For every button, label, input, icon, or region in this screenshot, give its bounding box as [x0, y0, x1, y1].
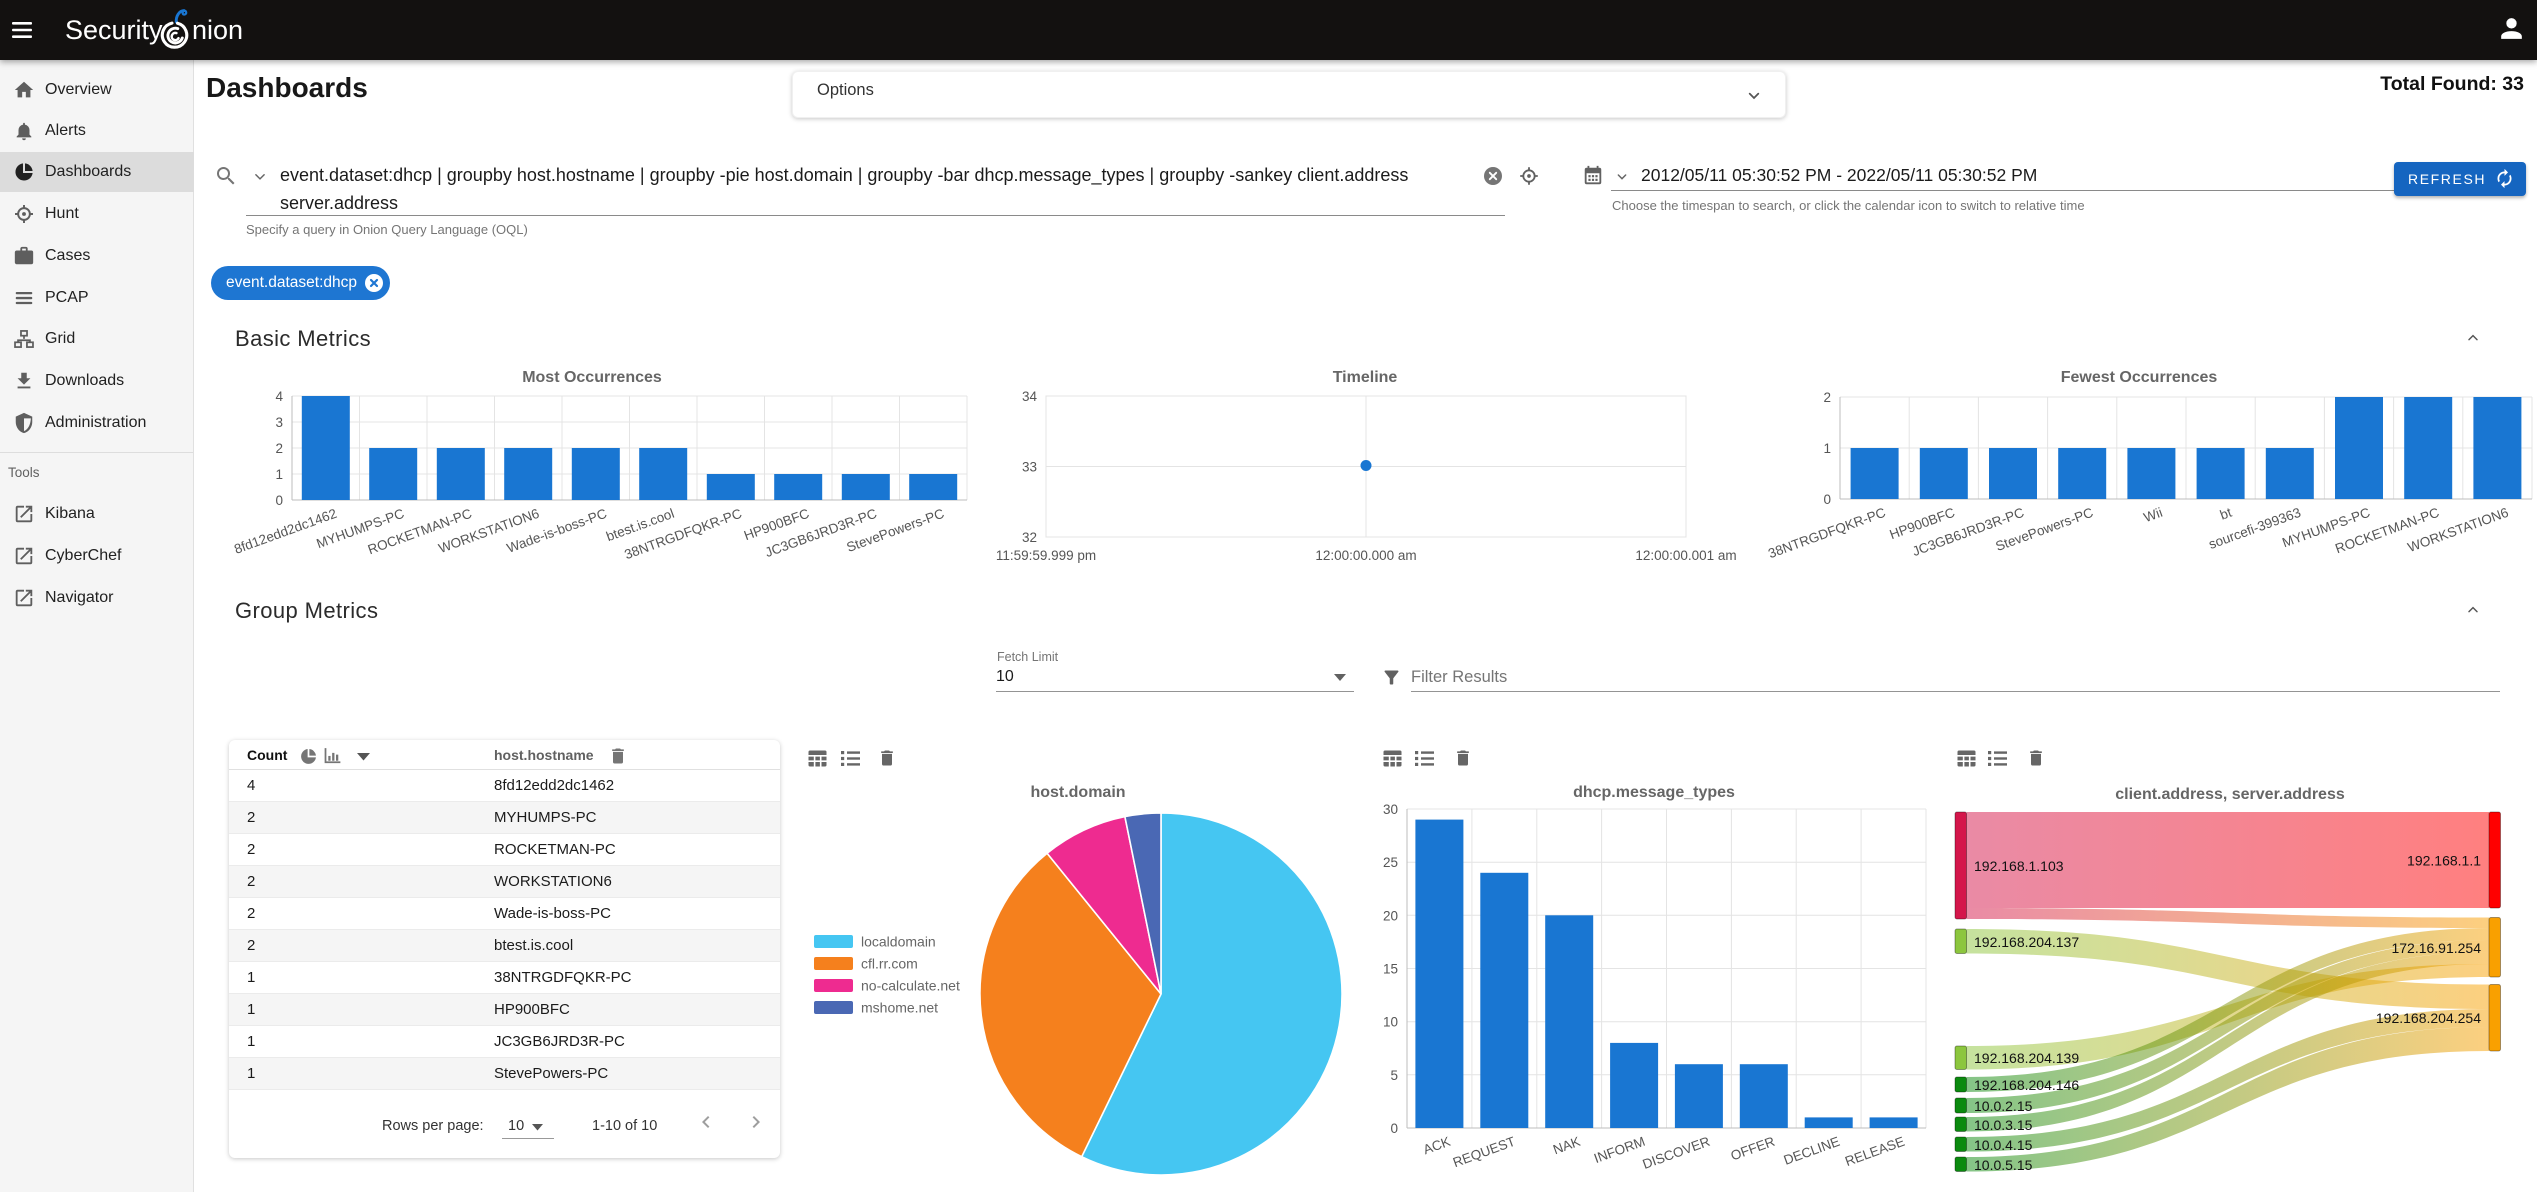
svg-text:192.168.204.254: 192.168.204.254	[2376, 1010, 2481, 1026]
svg-text:client.address, server.address: client.address, server.address	[2115, 786, 2345, 803]
svg-text:no-calculate.net: no-calculate.net	[861, 978, 960, 994]
svg-text:25: 25	[1383, 855, 1398, 870]
svg-text:Most Occurrences: Most Occurrences	[522, 369, 662, 386]
svg-text:Timeline: Timeline	[1333, 369, 1398, 386]
svg-text:dhcp.message_types: dhcp.message_types	[1573, 784, 1735, 801]
svg-text:Fewest Occurrences: Fewest Occurrences	[2061, 369, 2218, 386]
svg-text:host.domain: host.domain	[1030, 784, 1125, 801]
svg-text:192.168.1.1: 192.168.1.1	[2407, 853, 2481, 869]
svg-text:2: 2	[275, 441, 283, 456]
svg-text:192.168.204.146: 192.168.204.146	[1974, 1077, 2079, 1093]
svg-text:1: 1	[275, 467, 283, 482]
svg-text:10: 10	[1383, 1015, 1398, 1030]
svg-text:11:59:59.999 pm: 11:59:59.999 pm	[996, 548, 1096, 563]
svg-text:0: 0	[275, 493, 283, 508]
svg-text:10.0.2.15: 10.0.2.15	[1974, 1098, 2033, 1114]
svg-text:192.168.204.137: 192.168.204.137	[1974, 934, 2079, 950]
svg-text:10.0.5.15: 10.0.5.15	[1974, 1157, 2033, 1173]
svg-text:172.16.91.254: 172.16.91.254	[2391, 940, 2481, 956]
svg-text:Wii: Wii	[2142, 505, 2165, 526]
svg-text:32: 32	[1022, 530, 1037, 545]
svg-text:10.0.4.15: 10.0.4.15	[1974, 1137, 2033, 1153]
svg-text:12:00:00.001 am: 12:00:00.001 am	[1635, 548, 1736, 563]
svg-text:192.168.204.139: 192.168.204.139	[1974, 1050, 2079, 1066]
svg-text:0: 0	[1390, 1121, 1398, 1136]
svg-text:30: 30	[1383, 802, 1398, 817]
svg-text:mshome.net: mshome.net	[861, 1000, 938, 1016]
svg-text:15: 15	[1383, 962, 1398, 977]
svg-text:3: 3	[275, 415, 283, 430]
svg-text:1: 1	[1823, 441, 1831, 456]
svg-text:20: 20	[1383, 908, 1398, 923]
svg-text:12:00:00.000 am: 12:00:00.000 am	[1315, 548, 1416, 563]
svg-text:34: 34	[1022, 389, 1038, 404]
svg-text:192.168.1.103: 192.168.1.103	[1974, 858, 2064, 874]
svg-text:4: 4	[275, 389, 283, 404]
svg-text:33: 33	[1022, 460, 1037, 475]
svg-text:0: 0	[1823, 492, 1831, 507]
svg-text:5: 5	[1390, 1068, 1398, 1083]
svg-text:2: 2	[1823, 390, 1831, 405]
svg-text:bt: bt	[2218, 505, 2234, 523]
svg-text:localdomain: localdomain	[861, 934, 936, 950]
svg-text:cfl.rr.com: cfl.rr.com	[861, 956, 918, 972]
svg-text:10.0.3.15: 10.0.3.15	[1974, 1117, 2033, 1133]
